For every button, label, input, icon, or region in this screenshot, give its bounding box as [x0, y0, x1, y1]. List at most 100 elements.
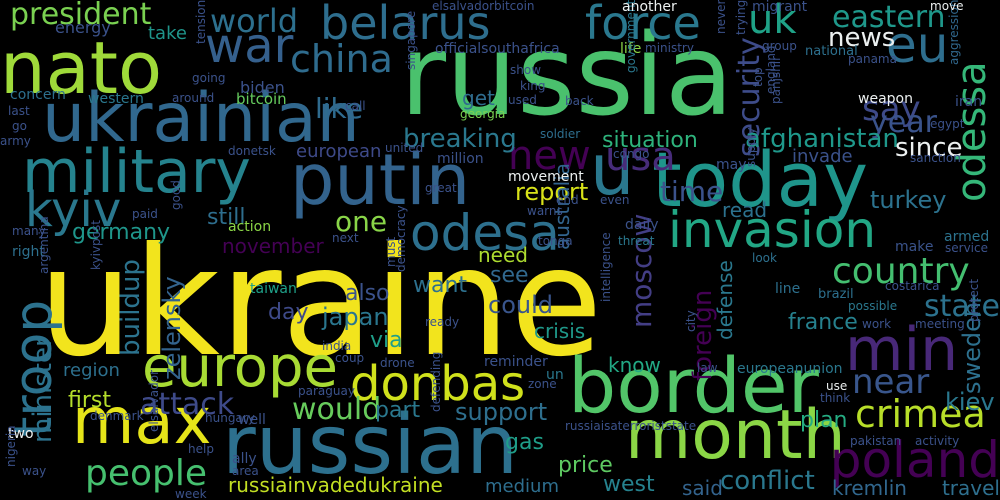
cloud-word-travel: travel: [941, 476, 1000, 500]
cloud-word-energy: energy: [55, 18, 111, 37]
cloud-word-activity: activity: [915, 434, 960, 448]
cloud-word-good: good: [169, 180, 183, 210]
cloud-word-president: president: [10, 0, 152, 32]
cloud-word-congo: congo: [613, 147, 650, 161]
cloud-word-western: western: [88, 91, 144, 107]
cloud-word-afghanistan: afghanistan: [745, 124, 899, 154]
cloud-word-since: since: [895, 133, 963, 163]
cloud-word-conflict: conflict: [720, 466, 815, 496]
cloud-word-still: still: [207, 205, 246, 230]
cloud-word-coup: coup: [335, 351, 365, 365]
cloud-word-bitcoin: bitcoin: [236, 90, 287, 108]
cloud-word-russia: russia: [400, 11, 734, 141]
cloud-word-panjshir: panjshir: [769, 55, 783, 104]
cloud-word-poland: poland: [829, 431, 1000, 489]
cloud-word-intelligence: intelligence: [599, 232, 613, 302]
cloud-word-gas: gas: [505, 430, 544, 455]
cloud-word-line: line: [775, 281, 801, 297]
cloud-word-zelensky: zelensky: [158, 276, 186, 380]
cloud-word-go: go: [12, 119, 27, 133]
cloud-word-brazil: brazil: [818, 287, 854, 302]
cloud-word-ukraine: ukraine: [38, 216, 603, 390]
cloud-word-russian: russian: [222, 398, 519, 493]
cloud-word-weapon: weapon: [858, 91, 913, 107]
cloud-word-possible: possible: [848, 299, 898, 313]
cloud-word-life: life: [620, 41, 642, 57]
cloud-word-daily: daily: [625, 217, 659, 233]
cloud-word-month: month: [625, 396, 846, 475]
cloud-word-russiaisaterroriststate: russiaisaterroriststate: [565, 419, 697, 433]
cloud-word-first: first: [68, 388, 111, 413]
cloud-word-donbas: donbas: [350, 356, 526, 412]
cloud-word-china: china: [290, 37, 393, 81]
cloud-word-paraguay: paraguay: [298, 384, 355, 398]
cloud-word-united: united: [385, 141, 424, 155]
cloud-word-year: year: [870, 105, 937, 140]
cloud-word-country: country: [832, 251, 970, 292]
cloud-word-attack: attack: [140, 387, 235, 422]
cloud-word-nigeria: nigeria: [4, 425, 18, 467]
cloud-word-tonga: tonga: [538, 234, 573, 248]
cloud-word-zone: zone: [528, 377, 557, 391]
cloud-word-border: border: [568, 341, 819, 430]
cloud-word-november: november: [222, 234, 324, 258]
cloud-word-national: national: [805, 44, 858, 59]
cloud-word-king: king: [520, 79, 546, 93]
cloud-word-region: region: [63, 360, 120, 381]
cloud-word-state: state: [924, 289, 1000, 324]
cloud-word-group: group: [762, 39, 797, 53]
cloud-word-make: make: [895, 239, 934, 255]
cloud-word-war: war: [205, 18, 294, 74]
cloud-word-another: another: [622, 0, 677, 15]
cloud-word-next: next: [332, 231, 359, 245]
cloud-word-belarus: belarus: [320, 0, 491, 50]
cloud-word-drone: drone: [380, 356, 415, 370]
cloud-word-think: think: [820, 391, 851, 405]
cloud-word-top: top: [751, 67, 765, 87]
cloud-word-week: week: [175, 487, 207, 500]
cloud-word-could: could: [488, 291, 553, 319]
cloud-word-defense: defense: [713, 260, 737, 340]
cloud-word-odessa: odessa: [949, 61, 995, 202]
cloud-word-putin: putin: [290, 139, 471, 221]
cloud-word-tension: tension: [194, 0, 208, 45]
cloud-word-kiev: kiev: [945, 388, 995, 416]
cloud-word-kremlin: kremlin: [832, 476, 907, 500]
cloud-word-one: one: [335, 205, 388, 238]
cloud-word-world: world: [210, 2, 299, 40]
cloud-word-new: new: [508, 133, 591, 179]
cloud-word-also: also: [345, 281, 390, 306]
cloud-word-may: may: [716, 157, 747, 173]
cloud-word-ally: ally: [232, 451, 257, 467]
cloud-word-action: action: [228, 219, 272, 235]
cloud-word-look: look: [752, 251, 777, 265]
cloud-word-two: two: [8, 426, 34, 442]
cloud-word-turkey: turkey: [870, 186, 947, 214]
cloud-word-said: said: [682, 476, 723, 500]
cloud-word-european: european: [296, 141, 382, 162]
cloud-word-invade: invade: [792, 146, 853, 167]
cloud-word-area: area: [232, 464, 259, 478]
cloud-word-biden: biden: [240, 78, 285, 97]
cloud-word-know: know: [608, 353, 661, 377]
cloud-word-threat: threat: [618, 234, 655, 248]
cloud-word-news: news: [828, 23, 896, 53]
cloud-word-buildup: buildup: [116, 259, 146, 356]
cloud-word-germany: germany: [72, 220, 171, 245]
cloud-word-west: west: [603, 472, 655, 497]
cloud-word-show: show: [510, 63, 542, 77]
cloud-word-argentina: argentina: [37, 216, 51, 274]
cloud-word-soldier: soldier: [540, 127, 581, 141]
cloud-word-get: get: [462, 86, 495, 110]
cloud-word-reminder: reminder: [484, 354, 548, 370]
cloud-word-taiwan: taiwan: [250, 281, 297, 297]
cloud-word-denmark: denmark: [90, 409, 144, 423]
cloud-word-india: india: [322, 339, 352, 353]
cloud-word-ukrainian: ukrainian: [42, 79, 360, 158]
cloud-word-military: military: [22, 137, 251, 207]
cloud-word-last: last: [8, 104, 30, 118]
cloud-word-russiainvadedukraine: russiainvadedukraine: [228, 473, 443, 497]
cloud-word-eu: eu: [886, 16, 949, 74]
cloud-word-supply: supply: [744, 127, 758, 167]
cloud-word-defending: defending: [429, 351, 443, 412]
